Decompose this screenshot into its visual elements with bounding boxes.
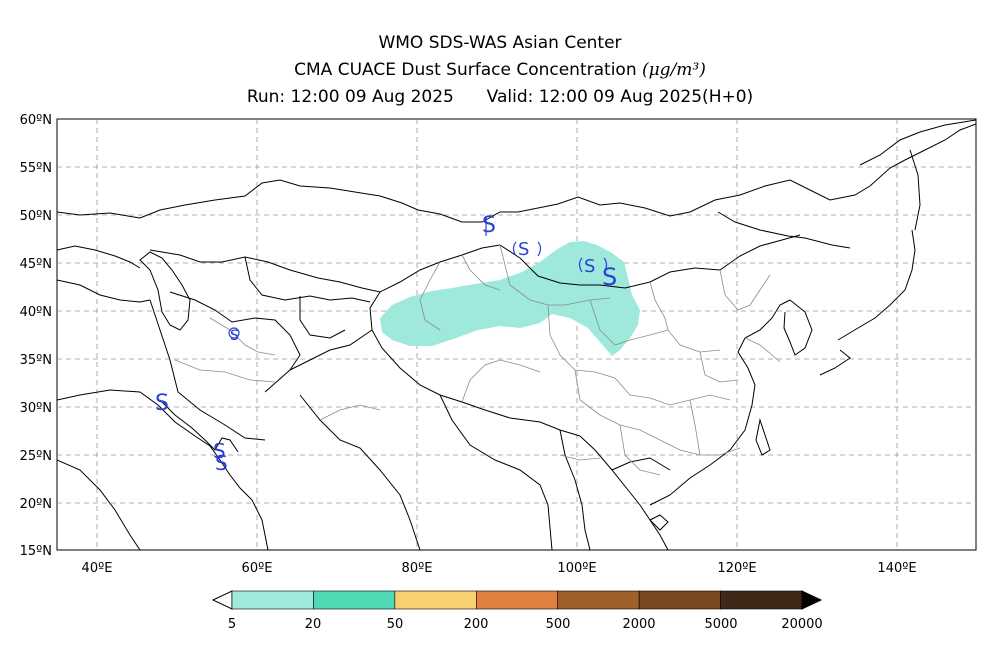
colorbar-label: 50 xyxy=(387,617,404,632)
colorbar-swatch xyxy=(394,590,477,610)
station-symbol: S xyxy=(482,213,496,238)
lat-label: 20ºN xyxy=(20,497,52,512)
country-borders xyxy=(57,119,976,550)
lat-label: 40ºN xyxy=(20,305,52,320)
station-symbol: S xyxy=(230,328,239,344)
lat-label: 15ºN xyxy=(20,544,52,559)
title-unit: (μg/m³) xyxy=(642,60,706,80)
colorbar-label: 20000 xyxy=(781,617,822,632)
colorbar-swatch xyxy=(313,590,396,610)
colorbar-swatch xyxy=(720,590,803,610)
lat-label: 25ºN xyxy=(20,449,52,464)
dust-station-symbols: S S S S S S S S xyxy=(155,213,617,475)
graticule xyxy=(57,119,976,550)
lon-label: 100ºE xyxy=(557,561,596,576)
colorbar-low-arrow xyxy=(211,590,233,610)
longitude-labels: 40ºE 60ºE 80ºE 100ºE 120ºE 140ºE xyxy=(82,561,917,576)
lat-label: 55ºN xyxy=(20,161,52,176)
lat-label: 35ºN xyxy=(20,353,52,368)
lon-label: 140ºE xyxy=(877,561,916,576)
station-symbol: S xyxy=(584,256,595,277)
colorbar-swatch xyxy=(557,590,640,610)
colorbar-swatch xyxy=(475,590,559,610)
station-symbol: S xyxy=(215,451,228,475)
map-frame xyxy=(56,118,977,551)
title-line-3: Run: 12:00 09 Aug 2025 Valid: 12:00 09 A… xyxy=(0,87,1000,107)
colorbar-high-arrow xyxy=(801,590,823,610)
valid-time-label: Valid: 12:00 09 Aug 2025(H+0) xyxy=(486,87,754,107)
colorbar-label: 5 xyxy=(228,617,236,632)
title-line-1: WMO SDS-WAS Asian Center xyxy=(378,33,622,53)
lat-label: 45ºN xyxy=(20,257,52,272)
lon-label: 60ºE xyxy=(242,561,273,576)
lat-label: 30ºN xyxy=(20,401,52,416)
lon-label: 80ºE xyxy=(402,561,433,576)
lon-label: 40ºE xyxy=(82,561,113,576)
province-borders xyxy=(174,244,781,476)
lat-label: 60ºN xyxy=(20,113,52,128)
colorbar-label: 20 xyxy=(305,617,322,632)
colorbar-legend: 5 20 50 200 500 2000 5000 20000 xyxy=(211,590,823,632)
station-symbol: S xyxy=(518,239,529,260)
run-time-label: Run: 12:00 09 Aug 2025 xyxy=(246,87,454,107)
station-symbol: S xyxy=(602,263,617,291)
latitude-labels: 60ºN 55ºN 50ºN 45ºN 40ºN 35ºN 30ºN 25ºN … xyxy=(20,113,52,559)
colorbar-label: 5000 xyxy=(704,617,737,632)
station-symbol: S xyxy=(213,439,226,463)
lon-label: 120ºE xyxy=(717,561,756,576)
dust-area xyxy=(380,241,640,356)
colorbar-swatch xyxy=(638,590,721,610)
colorbar-label: 2000 xyxy=(622,617,655,632)
title-product: CMA CUACE Dust Surface Concentration xyxy=(294,60,637,80)
title-line-2: CMA CUACE Dust Surface Concentration (μg… xyxy=(0,60,1000,80)
lat-label: 50ºN xyxy=(20,209,52,224)
colorbar-swatch xyxy=(231,590,314,610)
colorbar-label: 200 xyxy=(464,617,489,632)
station-symbol: S xyxy=(155,391,169,416)
colorbar-swatches xyxy=(231,590,803,610)
colorbar-label: 500 xyxy=(546,617,571,632)
